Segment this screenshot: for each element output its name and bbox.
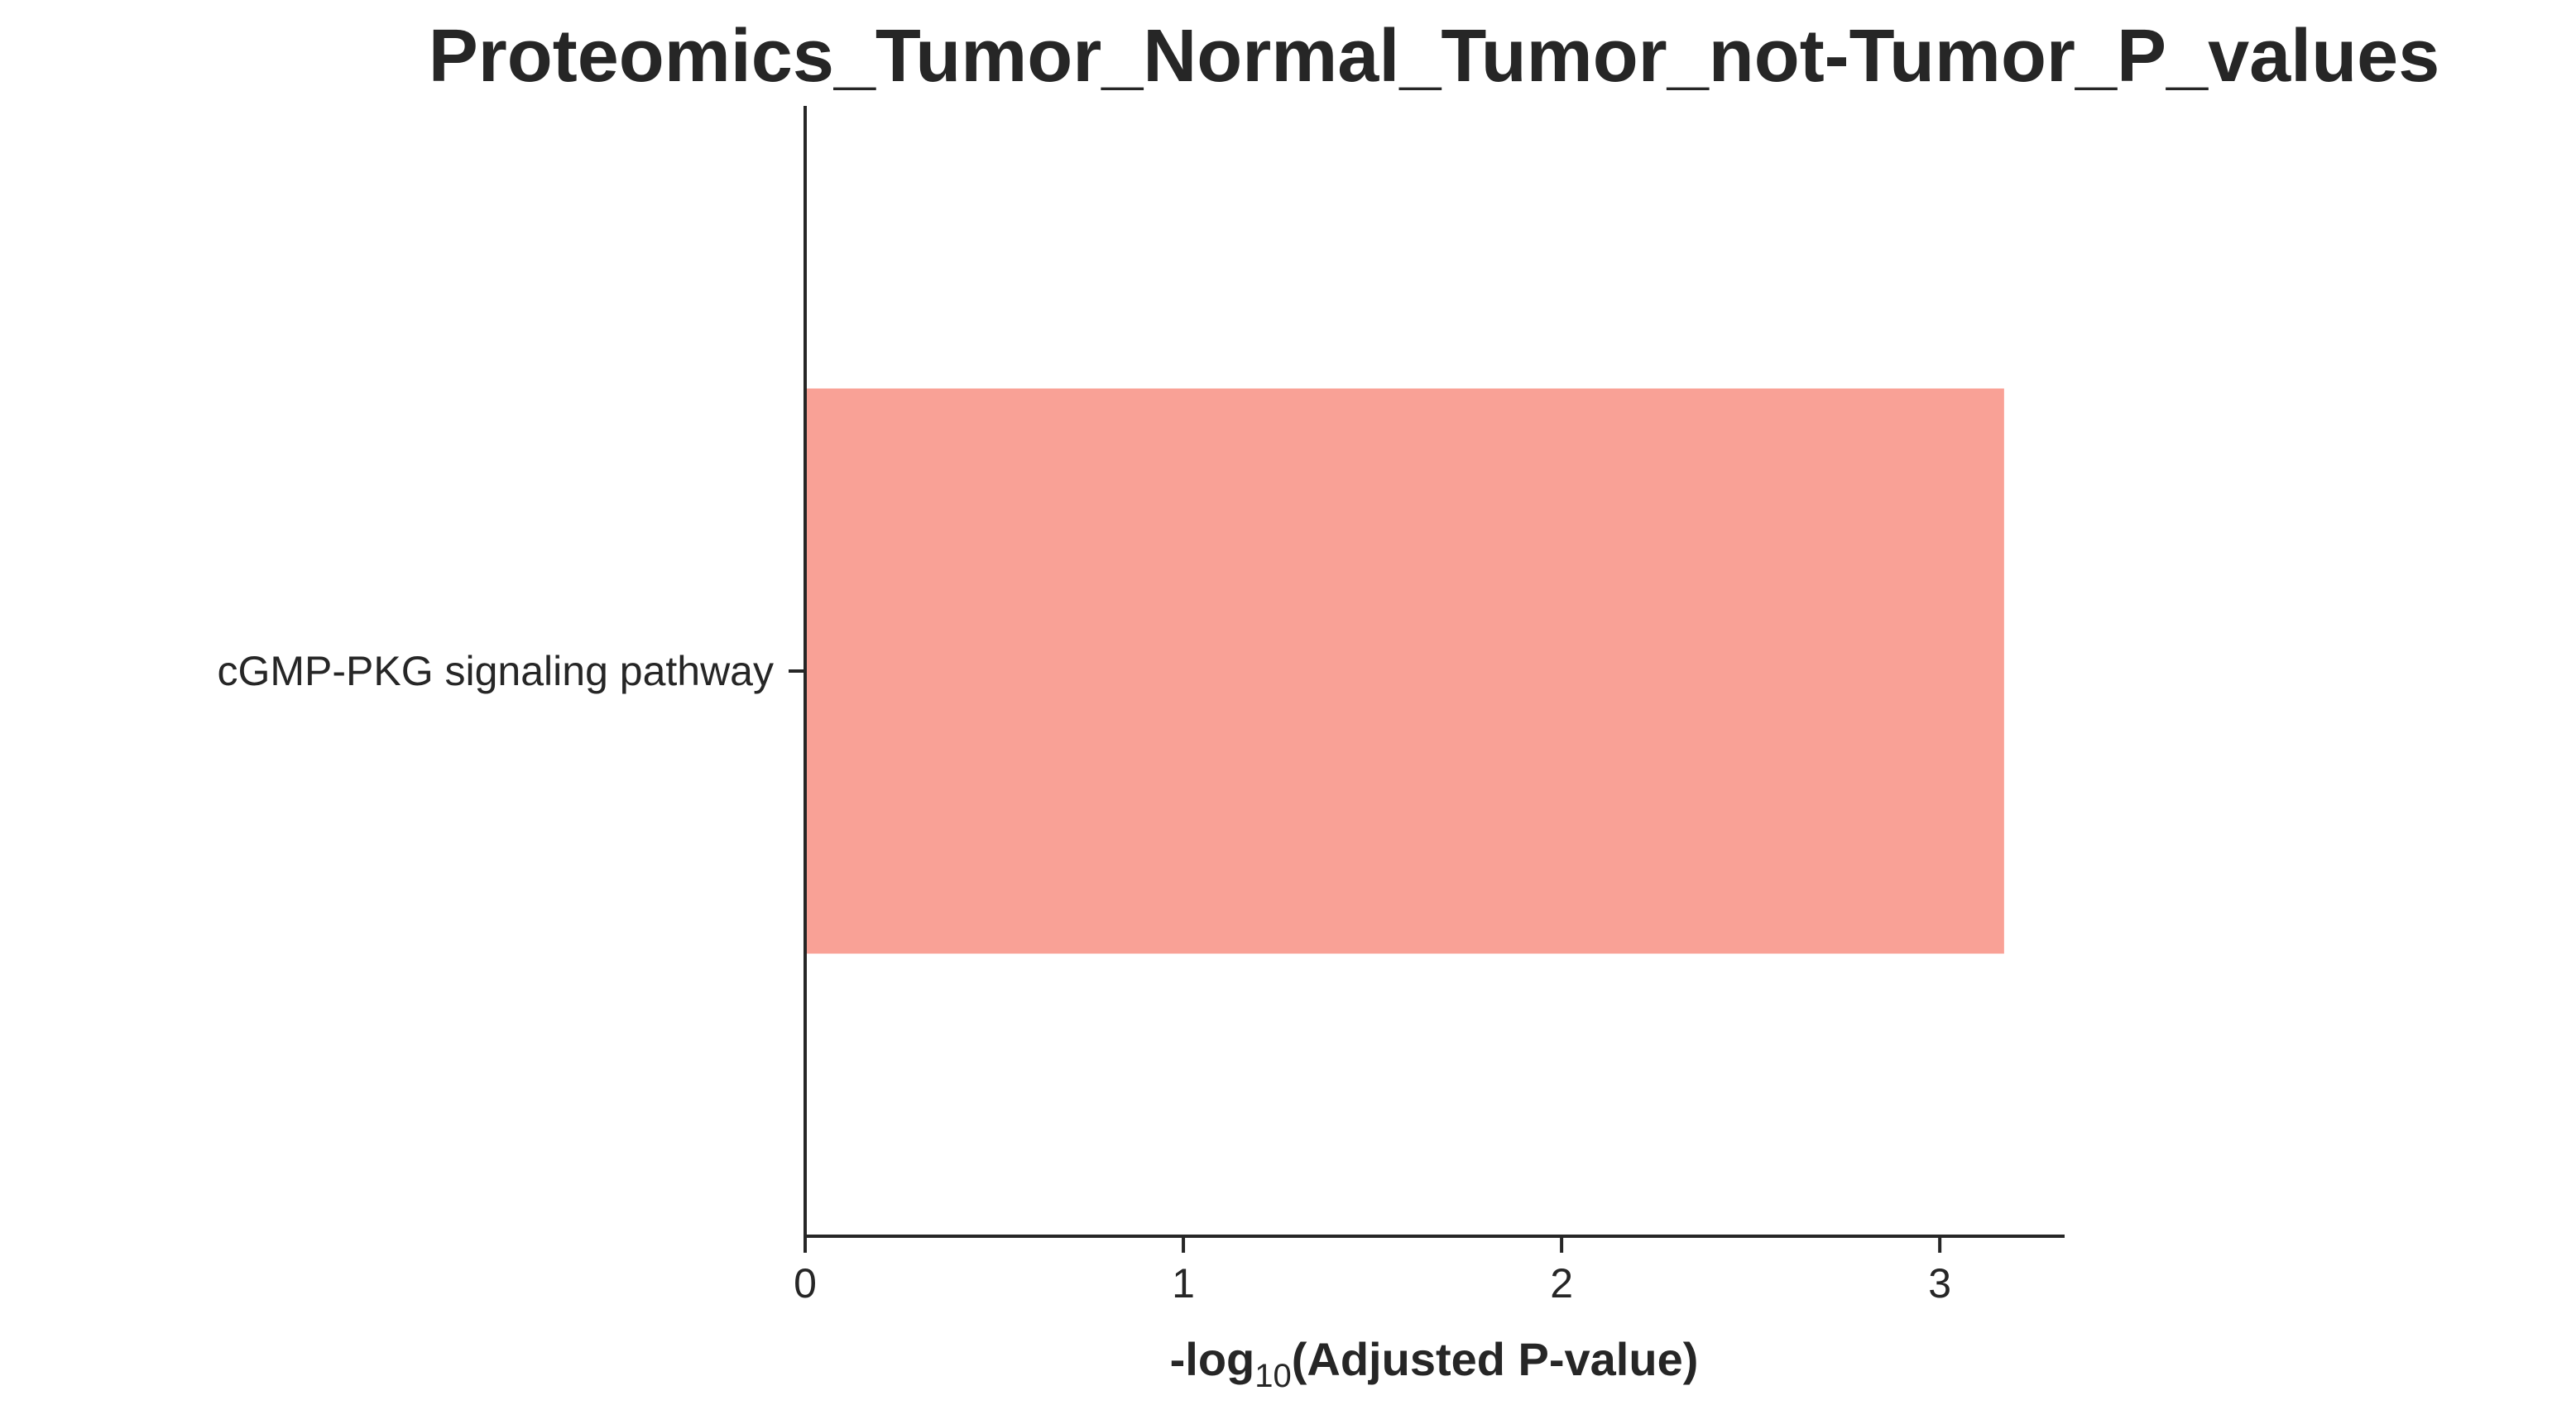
x-axis-label-suffix: (Adjusted P-value) [1292,1333,1699,1385]
bars-layer [805,388,2004,954]
x-ticks-layer: 0 1 2 3 [794,1236,1951,1307]
x-tick-label: 1 [1172,1260,1195,1307]
bar [805,388,2004,954]
x-tick-label: 3 [1928,1260,1951,1307]
x-tick-label: 2 [1550,1260,1573,1307]
x-axis-label: -log10(Adjusted P-value) [1170,1333,1699,1394]
x-tick-label: 0 [794,1260,817,1307]
x-axis-label-prefix: -log [1170,1333,1255,1385]
y-ticks-layer: cGMP-PKG signaling pathway [217,648,805,694]
y-tick-label: cGMP-PKG signaling pathway [217,648,774,694]
x-axis-label-subscript: 10 [1254,1358,1292,1394]
chart-title: Proteomics_Tumor_Normal_Tumor_not-Tumor_… [429,15,2440,98]
